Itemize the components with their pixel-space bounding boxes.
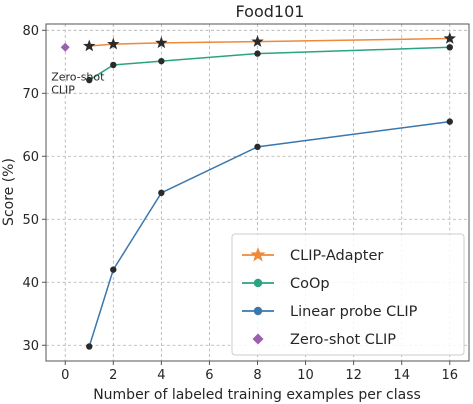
y-tick-label: 50 xyxy=(22,213,39,228)
data-point xyxy=(110,266,117,273)
annotation-text: Zero-shot xyxy=(51,70,105,83)
legend: CLIP-Adapter CoOp Linear probe CLIP Zero-sh… xyxy=(231,233,465,356)
x-tick-label: 0 xyxy=(61,368,69,383)
x-tick-label: 14 xyxy=(393,368,410,383)
legend-diamond-marker xyxy=(252,333,264,345)
annotation-text: CLIP xyxy=(51,83,75,96)
data-point-star xyxy=(83,39,96,52)
data-point-star xyxy=(107,37,120,50)
data-point-diamond xyxy=(60,42,70,52)
x-tick-label: 2 xyxy=(109,368,117,383)
data-point xyxy=(158,57,165,65)
y-tick-label: 70 xyxy=(22,87,39,102)
series-layer xyxy=(60,31,456,350)
data-point xyxy=(86,343,93,350)
x-tick-label: 12 xyxy=(345,368,362,383)
x-tick-label: 16 xyxy=(441,368,458,383)
axis-ticks: 0 2 4 6 8 10 12 14 16 30 40 50 60 70 80 xyxy=(22,24,458,383)
legend-label: Zero-shot CLIP xyxy=(290,332,396,348)
legend-label: CoOp xyxy=(290,276,330,292)
legend-label: CLIP-Adapter xyxy=(290,248,383,264)
legend-entry: Linear probe CLIP xyxy=(242,304,418,320)
data-point xyxy=(110,61,117,69)
y-tick-label: 80 xyxy=(22,24,39,39)
data-point-star xyxy=(443,31,456,44)
data-point-star xyxy=(251,35,264,47)
plot-frame xyxy=(45,23,470,362)
legend-circle-marker xyxy=(253,306,263,316)
y-axis-label: Score (%) xyxy=(1,158,17,226)
legend-entry: CoOp xyxy=(242,276,330,292)
legend-entry: Zero-shot CLIP xyxy=(252,332,396,348)
legend-circle-marker xyxy=(253,278,263,288)
legend-star-marker xyxy=(250,247,266,262)
legend-label: Linear probe CLIP xyxy=(290,304,418,320)
data-point-star xyxy=(155,36,168,49)
legend-box xyxy=(231,233,465,356)
x-axis-label: Number of labeled training examples per … xyxy=(93,387,421,403)
x-tick-label: 8 xyxy=(253,368,261,383)
data-point xyxy=(86,76,93,84)
series-linear-probe-clip xyxy=(86,118,453,350)
series-line xyxy=(89,37,450,47)
x-tick-label: 10 xyxy=(297,368,314,383)
series-line xyxy=(88,46,450,81)
x-tick-label: 4 xyxy=(157,368,165,383)
data-point xyxy=(254,143,261,151)
series-zero-shot-clip xyxy=(60,42,70,52)
data-point xyxy=(446,44,453,51)
legend-entry: CLIP-Adapter xyxy=(242,247,383,264)
y-tick-label: 40 xyxy=(22,276,39,291)
data-point xyxy=(446,118,453,125)
y-tick-label: 30 xyxy=(22,339,39,354)
data-point xyxy=(158,189,165,197)
data-point xyxy=(254,50,261,57)
y-tick-label: 60 xyxy=(22,150,39,165)
x-tick-label: 6 xyxy=(205,368,213,383)
chart-title: Food101 xyxy=(236,2,305,21)
series-coop xyxy=(86,44,453,84)
series-clip-adapter xyxy=(83,31,456,52)
